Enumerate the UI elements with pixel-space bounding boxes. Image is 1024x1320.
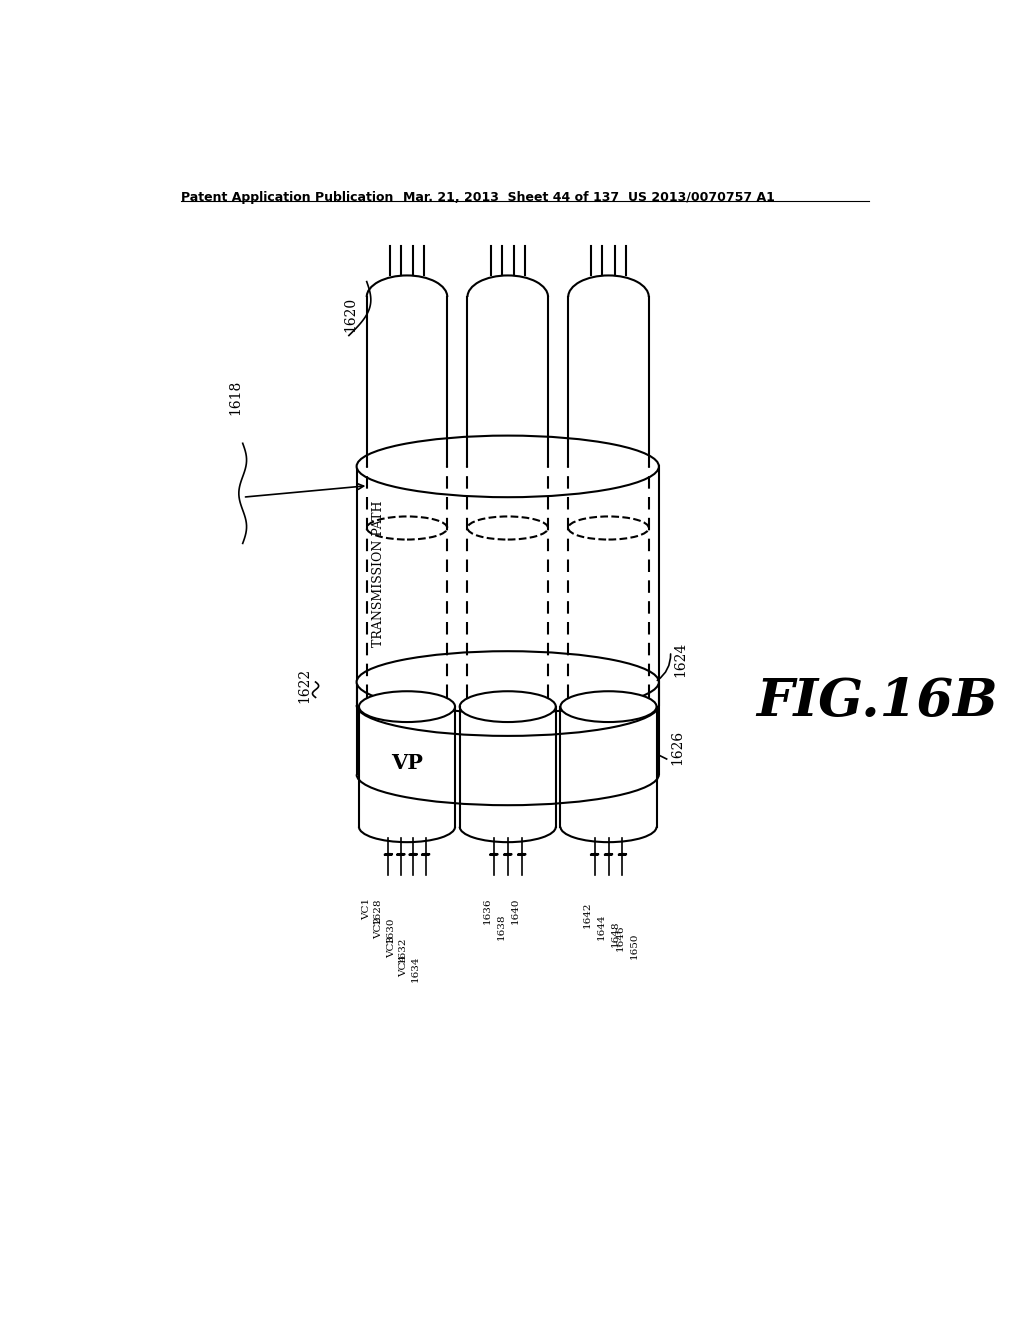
Ellipse shape (356, 651, 658, 713)
Text: 1624: 1624 (673, 642, 687, 677)
Text: VC3
1632: VC3 1632 (387, 936, 407, 962)
Text: FIG.16B: FIG.16B (756, 676, 997, 727)
Text: 1618: 1618 (228, 379, 243, 414)
Text: VP: VP (391, 752, 423, 772)
Text: US 2013/0070757 A1: US 2013/0070757 A1 (628, 191, 775, 203)
Text: 1650: 1650 (630, 932, 639, 958)
Text: 1640: 1640 (510, 898, 519, 924)
Text: Mar. 21, 2013  Sheet 44 of 137: Mar. 21, 2013 Sheet 44 of 137 (403, 191, 620, 203)
Text: 1644: 1644 (597, 913, 606, 940)
Ellipse shape (460, 692, 556, 722)
Text: VC4
1634: VC4 1634 (399, 956, 420, 982)
Text: 1622: 1622 (298, 668, 311, 704)
Ellipse shape (359, 692, 455, 722)
Ellipse shape (560, 692, 656, 722)
Text: 1620: 1620 (343, 297, 357, 331)
Text: 1638: 1638 (497, 913, 506, 940)
Text: 1642: 1642 (584, 902, 592, 928)
Text: VC2
1630: VC2 1630 (375, 917, 394, 944)
Text: 1646: 1646 (616, 924, 626, 950)
Text: 1626: 1626 (671, 730, 684, 766)
Text: Patent Application Publication: Patent Application Publication (180, 191, 393, 203)
Ellipse shape (356, 436, 658, 498)
Text: TRANSMISSION PATH: TRANSMISSION PATH (372, 502, 385, 647)
Text: 1648: 1648 (611, 921, 621, 948)
Text: 1636: 1636 (482, 898, 492, 924)
Text: VC1
1628: VC1 1628 (362, 898, 382, 924)
